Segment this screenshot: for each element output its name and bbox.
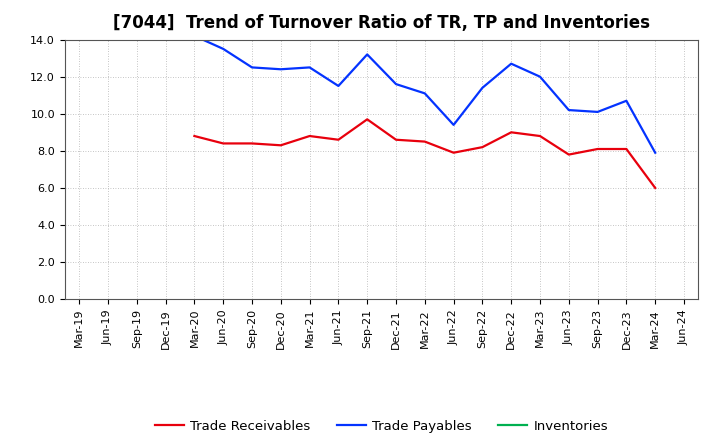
Trade Receivables: [507, 130, 516, 135]
Trade Payables: [478, 85, 487, 91]
Trade Receivables: [334, 137, 343, 143]
Trade Payables: [334, 83, 343, 88]
Trade Payables: [219, 46, 228, 51]
Trade Payables: [449, 122, 458, 128]
Trade Payables: [305, 65, 314, 70]
Trade Payables: [248, 65, 256, 70]
Trade Receivables: [276, 143, 285, 148]
Legend: Trade Receivables, Trade Payables, Inventories: Trade Receivables, Trade Payables, Inven…: [149, 415, 614, 438]
Trade Receivables: [363, 117, 372, 122]
Trade Payables: [363, 52, 372, 57]
Trade Receivables: [478, 144, 487, 150]
Trade Payables: [536, 74, 544, 79]
Trade Receivables: [622, 147, 631, 152]
Title: [7044]  Trend of Turnover Ratio of TR, TP and Inventories: [7044] Trend of Turnover Ratio of TR, TP…: [113, 15, 650, 33]
Trade Receivables: [219, 141, 228, 146]
Line: Trade Payables: Trade Payables: [194, 36, 655, 153]
Trade Payables: [392, 81, 400, 87]
Trade Receivables: [651, 185, 660, 191]
Line: Trade Receivables: Trade Receivables: [194, 119, 655, 188]
Trade Payables: [190, 33, 199, 39]
Trade Payables: [651, 150, 660, 155]
Trade Receivables: [248, 141, 256, 146]
Trade Payables: [564, 107, 573, 113]
Trade Payables: [420, 91, 429, 96]
Trade Payables: [593, 109, 602, 114]
Trade Payables: [622, 98, 631, 103]
Trade Receivables: [536, 133, 544, 139]
Trade Receivables: [420, 139, 429, 144]
Trade Receivables: [593, 147, 602, 152]
Trade Receivables: [564, 152, 573, 157]
Trade Payables: [507, 61, 516, 66]
Trade Receivables: [449, 150, 458, 155]
Trade Receivables: [305, 133, 314, 139]
Trade Payables: [276, 66, 285, 72]
Trade Receivables: [392, 137, 400, 143]
Trade Receivables: [190, 133, 199, 139]
